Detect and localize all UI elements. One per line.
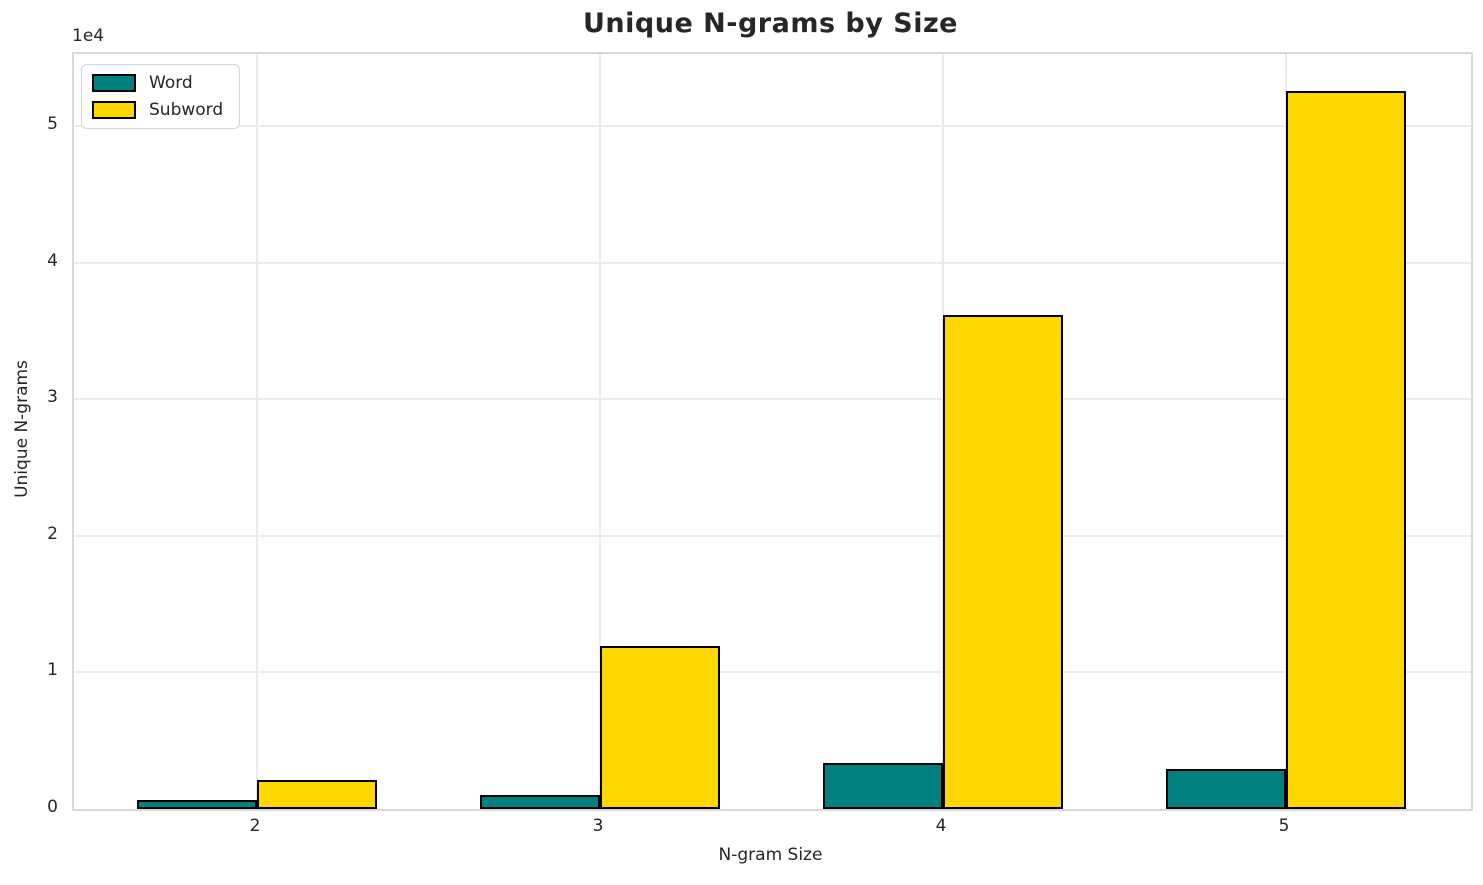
gridline-horizontal xyxy=(74,261,1471,264)
legend-entry-word: Word xyxy=(92,74,223,92)
y-axis-ticks: 0 1 2 3 4 5 xyxy=(0,52,58,817)
bar-word-2 xyxy=(137,800,257,809)
plot-area xyxy=(72,52,1473,811)
y-tick-label: 3 xyxy=(47,387,58,408)
legend-entry-subword: Subword xyxy=(92,101,223,119)
gridline-vertical xyxy=(599,54,601,809)
x-tick-label: 4 xyxy=(935,816,947,836)
x-tick-label: 3 xyxy=(592,816,604,836)
y-tick-label: 5 xyxy=(47,113,58,134)
bar-subword-4 xyxy=(943,315,1063,809)
y-tick-label: 0 xyxy=(47,797,58,817)
legend-swatch-word xyxy=(92,74,136,92)
legend: Word Subword xyxy=(81,64,241,129)
bar-subword-3 xyxy=(600,646,720,809)
y-tick-label: 1 xyxy=(47,660,58,681)
chart-title: Unique N-grams by Size xyxy=(583,8,958,39)
y-axis-offset-label: 1e4 xyxy=(72,26,105,46)
gridline-vertical xyxy=(256,54,258,809)
bar-word-4 xyxy=(823,763,943,809)
bar-subword-2 xyxy=(257,780,377,809)
gridline-horizontal xyxy=(74,534,1471,537)
bar-word-5 xyxy=(1166,769,1286,809)
legend-label-subword: Subword xyxy=(149,99,224,120)
x-axis-ticks: 2 3 4 5 xyxy=(72,816,1469,840)
y-tick-label: 4 xyxy=(47,250,58,271)
x-tick-label: 5 xyxy=(1278,816,1290,836)
bar-word-3 xyxy=(480,795,600,809)
gridline-horizontal xyxy=(74,398,1471,401)
legend-label-word: Word xyxy=(149,72,193,93)
x-axis-label: N-gram Size xyxy=(718,845,823,865)
gridline-horizontal xyxy=(74,671,1471,674)
x-tick-label: 2 xyxy=(249,816,261,836)
bar-subword-5 xyxy=(1286,91,1406,809)
y-tick-label: 2 xyxy=(47,523,58,544)
gridline-horizontal xyxy=(74,125,1471,127)
legend-swatch-subword xyxy=(92,101,136,119)
